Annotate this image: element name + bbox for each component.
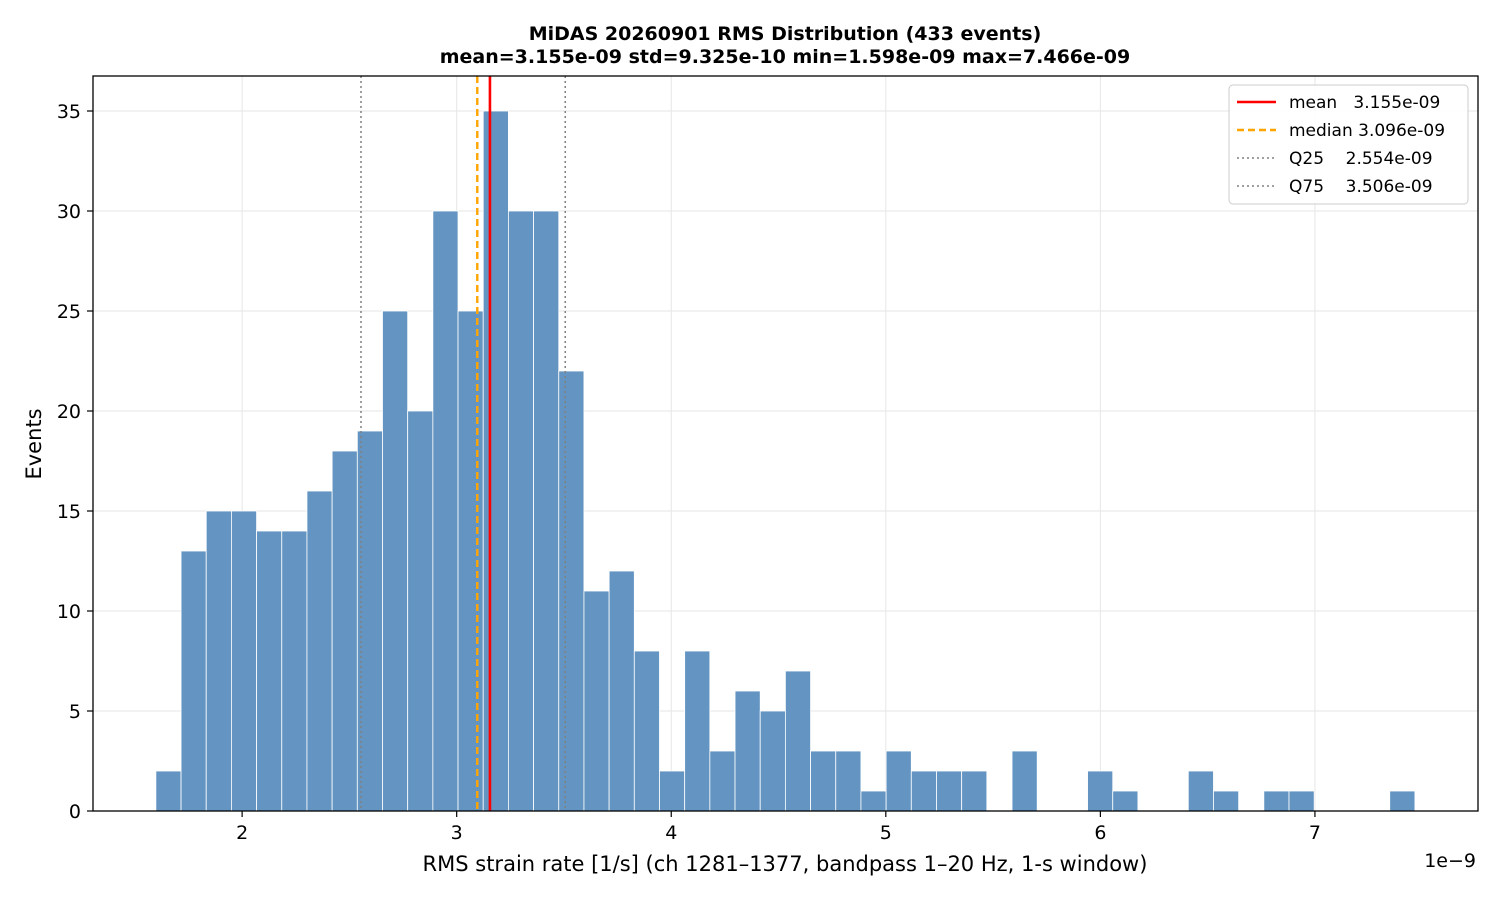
y-tick-label: 25: [57, 301, 81, 323]
histogram-bar: [281, 530, 308, 812]
histogram-bar: [885, 750, 912, 812]
plot-frame: [92, 75, 1479, 812]
histogram-bar: [659, 770, 686, 812]
histogram-bar: [860, 790, 887, 812]
x-tick-label: 5: [880, 822, 892, 844]
histogram-bar: [709, 750, 736, 812]
histogram-bar: [910, 770, 937, 812]
y-tick-label: 30: [57, 201, 81, 223]
histogram-bar: [231, 510, 257, 812]
legend-label: mean 3.155e-09: [1289, 93, 1440, 113]
histogram-bar: [1187, 770, 1214, 812]
x-axis-label: RMS strain rate [1/s] (ch 1281–1377, ban…: [423, 852, 1148, 876]
histogram-bar: [508, 210, 534, 812]
x-tick-label: 4: [665, 822, 677, 844]
x-axis-offset-label: 1e−9: [1424, 850, 1476, 872]
histogram-bar: [155, 770, 182, 812]
legend-label: median 3.096e-09: [1289, 121, 1445, 141]
histogram-bar: [936, 770, 963, 812]
histogram-bar: [1087, 770, 1114, 812]
histogram-bar: [633, 650, 660, 812]
histogram-bar: [457, 310, 484, 812]
histogram-bar: [810, 750, 837, 812]
histogram-bar: [306, 490, 333, 812]
x-tick-label: 3: [451, 822, 463, 844]
x-tick-label: 7: [1309, 822, 1321, 844]
legend: mean 3.155e-09 median 3.096e-09 Q25 2.554e…: [1228, 84, 1469, 205]
histogram-bar: [835, 750, 862, 812]
histogram-bar: [734, 690, 761, 812]
histogram-bar: [784, 670, 811, 812]
y-tick-label: 0: [69, 801, 81, 823]
legend-label: Q25 2.554e-09: [1289, 149, 1433, 169]
histogram-bar: [684, 650, 711, 812]
y-axis-ticks: 0 5 10 15 20 25 30 35: [57, 101, 93, 823]
y-tick-label: 15: [57, 501, 81, 523]
histogram-bar: [382, 310, 409, 812]
histogram-bar: [533, 210, 560, 812]
histogram-bar: [205, 510, 232, 812]
x-axis-ticks: 2 3 4 5 6 7: [236, 811, 1321, 844]
x-tick-label: 2: [236, 822, 248, 844]
chart-title: MiDAS 20260901 RMS Distribution (433 eve…: [529, 23, 1042, 45]
histogram-bar: [482, 110, 509, 812]
histogram-bar: [583, 590, 610, 812]
histogram-bar: [331, 450, 358, 812]
histogram-bar: [1389, 790, 1416, 812]
histogram-bar: [1011, 750, 1038, 812]
histogram-bar: [1213, 790, 1240, 812]
histogram-bar: [407, 410, 434, 812]
histogram-bar: [961, 770, 988, 812]
chart-subtitle: mean=3.155e-09 std=9.325e-10 min=1.598e-…: [440, 46, 1131, 68]
histogram-bar: [1112, 790, 1139, 812]
histogram-bar: [432, 210, 459, 812]
y-tick-label: 5: [69, 701, 81, 723]
y-tick-label: 10: [57, 601, 81, 623]
legend-label: Q75 3.506e-09: [1289, 177, 1433, 197]
y-tick-label: 35: [57, 101, 81, 123]
x-tick-label: 6: [1094, 822, 1106, 844]
histogram-bar: [256, 530, 283, 812]
statistic-lines: [360, 76, 567, 811]
histogram-bar: [759, 710, 786, 812]
histogram-bars: [155, 110, 1416, 812]
histogram-bar: [1288, 790, 1315, 812]
histogram-bar: [180, 550, 207, 812]
y-axis-label: Events: [22, 408, 46, 479]
y-tick-label: 20: [57, 401, 81, 423]
histogram-bar: [1263, 790, 1290, 812]
legend-box: [1228, 84, 1469, 205]
histogram-bar: [608, 570, 635, 812]
histogram-bar: [558, 370, 585, 812]
